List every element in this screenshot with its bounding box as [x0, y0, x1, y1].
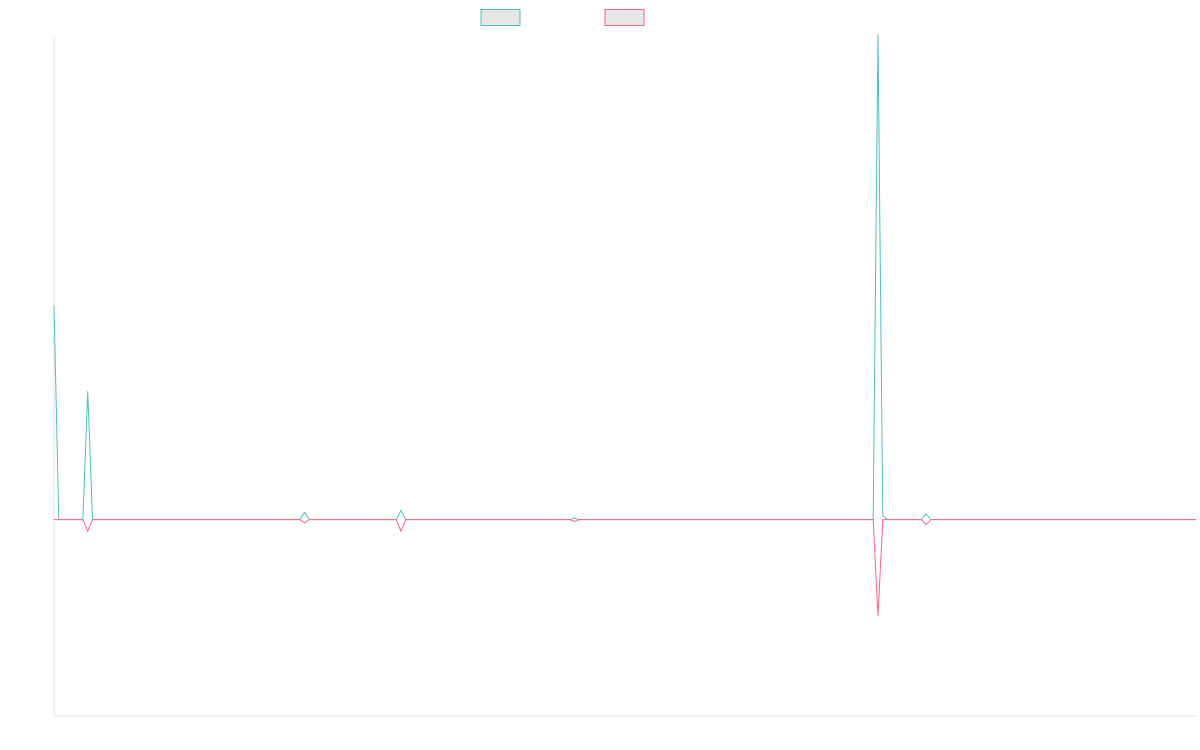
series-group	[53, 34, 1196, 617]
legend-item-1[interactable]	[480, 9, 521, 26]
axes	[53, 37, 1196, 717]
legend-item-2[interactable]	[604, 9, 645, 26]
legend-swatch-1	[480, 9, 521, 26]
series-line-2	[54, 519, 1196, 617]
series-line-1	[53, 34, 1196, 521]
legend-swatch-2	[604, 9, 645, 26]
legend	[480, 9, 645, 26]
